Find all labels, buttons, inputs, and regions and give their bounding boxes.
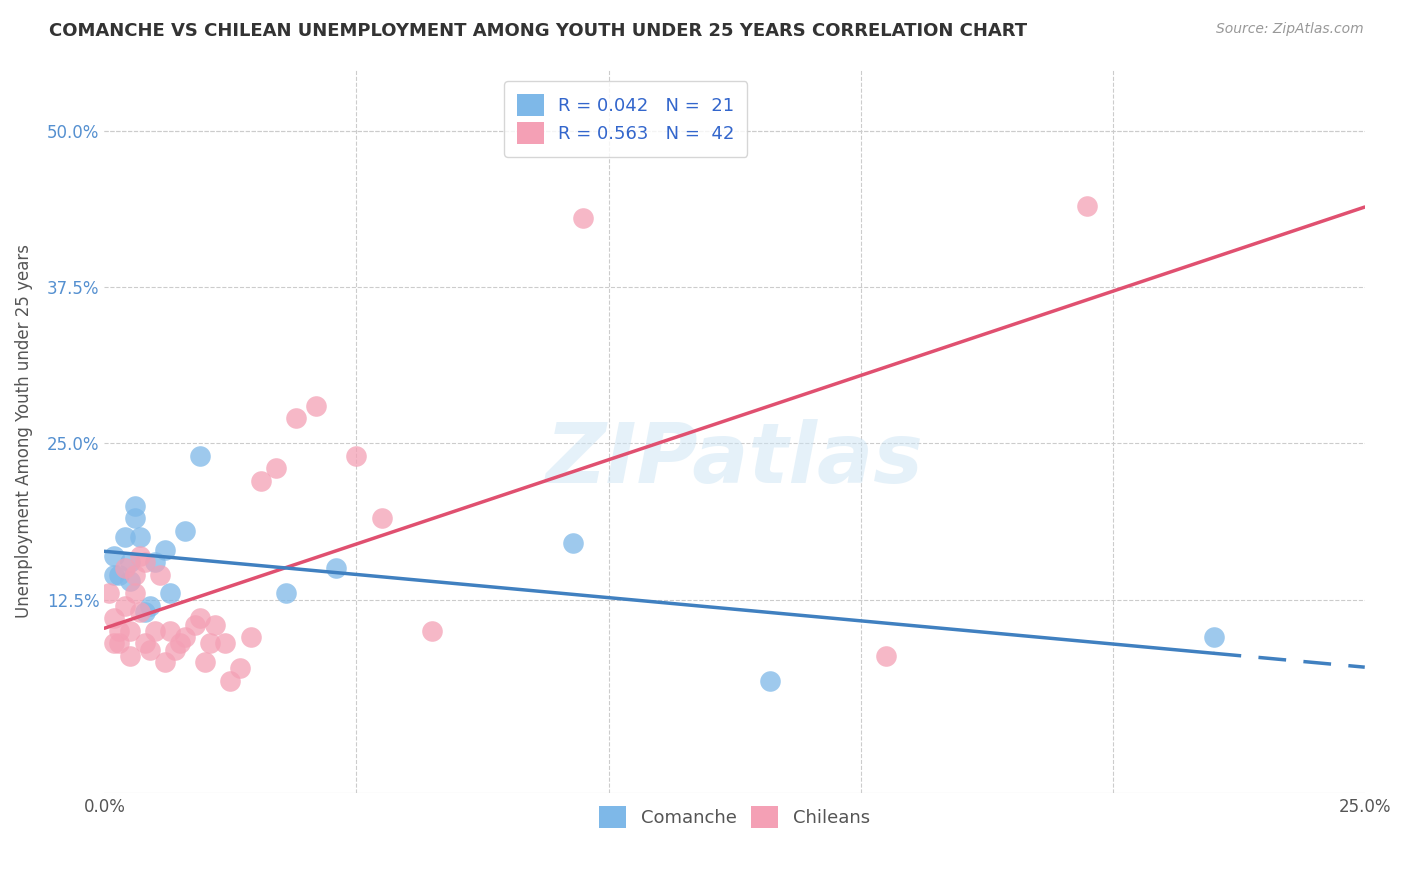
Point (204, 617, 226, 632)
Point (174, 630, 197, 644)
Point (118, 624, 141, 638)
Point (562, 536, 585, 550)
Point (1076, 199, 1098, 213)
Point (103, 636, 125, 650)
Point (108, 567, 131, 582)
Point (239, 630, 262, 644)
Point (149, 567, 172, 582)
Point (134, 636, 156, 650)
Point (325, 561, 347, 575)
Legend: Comanche, Chileans: Comanche, Chileans (592, 798, 877, 835)
Point (200, 636, 222, 650)
Point (219, 673, 242, 688)
Point (1202, 630, 1225, 644)
Point (134, 555, 156, 569)
Text: Source: ZipAtlas.com: Source: ZipAtlas.com (1216, 22, 1364, 37)
Point (103, 549, 125, 563)
Text: ZIPatlas: ZIPatlas (546, 419, 924, 500)
Point (103, 567, 125, 582)
Point (153, 542, 176, 557)
Point (159, 624, 181, 638)
Point (875, 648, 897, 663)
Point (759, 673, 782, 688)
Point (174, 524, 197, 538)
Point (143, 624, 166, 638)
Point (159, 586, 181, 600)
Point (188, 611, 211, 625)
Point (184, 617, 207, 632)
Point (305, 399, 328, 413)
Point (143, 555, 166, 569)
Point (128, 605, 150, 619)
Point (108, 624, 131, 638)
Point (128, 530, 150, 544)
Point (274, 586, 297, 600)
Point (163, 642, 186, 657)
Y-axis label: Unemployment Among Youth under 25 years: Unemployment Among Youth under 25 years (15, 244, 32, 618)
Point (98, 586, 121, 600)
Point (108, 636, 131, 650)
Point (572, 211, 595, 226)
Point (114, 530, 136, 544)
Point (214, 636, 236, 650)
Point (124, 511, 146, 525)
Point (264, 461, 287, 475)
Point (118, 555, 141, 569)
Point (124, 499, 146, 513)
Point (370, 511, 392, 525)
Point (194, 655, 217, 669)
Point (139, 642, 162, 657)
Point (118, 648, 141, 663)
Point (420, 624, 443, 638)
Point (128, 549, 150, 563)
Point (346, 449, 368, 463)
Point (103, 611, 125, 625)
Point (169, 636, 191, 650)
Point (153, 655, 176, 669)
Text: COMANCHE VS CHILEAN UNEMPLOYMENT AMONG YOUTH UNDER 25 YEARS CORRELATION CHART: COMANCHE VS CHILEAN UNEMPLOYMENT AMONG Y… (49, 22, 1028, 40)
Point (124, 567, 146, 582)
Point (229, 661, 252, 675)
Point (114, 599, 136, 613)
Point (114, 561, 136, 575)
Point (124, 586, 146, 600)
Point (139, 599, 162, 613)
Point (118, 574, 141, 588)
Point (284, 411, 307, 425)
Point (188, 449, 211, 463)
Point (134, 605, 156, 619)
Point (249, 474, 271, 488)
